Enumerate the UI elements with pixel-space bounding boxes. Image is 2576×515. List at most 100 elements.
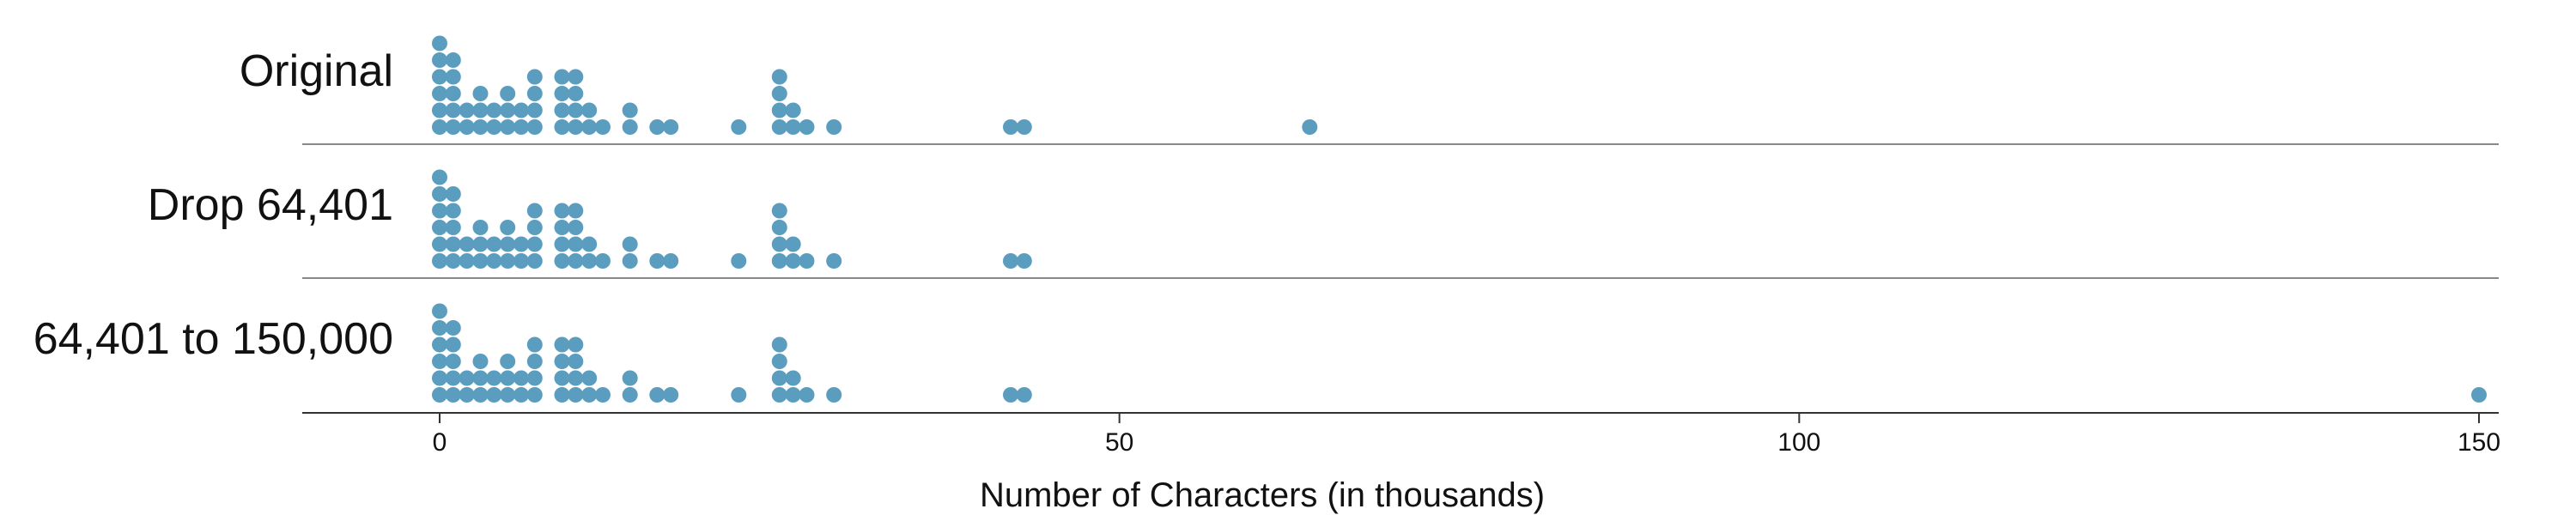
- data-dot: [526, 86, 543, 101]
- row-label: Original: [240, 46, 393, 96]
- data-dot: [785, 236, 801, 252]
- data-dot: [486, 253, 502, 269]
- data-dot: [445, 186, 461, 202]
- row-label: Drop 64,401: [148, 180, 393, 230]
- data-dot: [568, 354, 584, 369]
- data-dot: [554, 253, 570, 269]
- data-dot: [1003, 253, 1018, 269]
- x-tick-label: 100: [1777, 428, 1820, 457]
- data-dot: [432, 387, 447, 403]
- data-dot: [513, 102, 529, 118]
- data-dot: [513, 236, 529, 252]
- data-dot: [568, 253, 584, 269]
- data-dot: [526, 220, 543, 235]
- data-dot: [554, 236, 570, 252]
- data-dot: [432, 354, 447, 369]
- data-dot: [445, 203, 461, 219]
- data-dot: [581, 387, 598, 403]
- data-dot: [500, 102, 516, 118]
- data-dot: [486, 102, 502, 118]
- data-dot: [826, 119, 842, 135]
- data-dot: [799, 119, 815, 135]
- data-dot: [472, 236, 489, 252]
- data-dot: [1016, 253, 1032, 269]
- data-dot: [486, 236, 502, 252]
- data-dot: [649, 119, 665, 135]
- data-dot: [445, 86, 461, 101]
- data-dot: [459, 102, 475, 118]
- data-dot: [459, 119, 475, 135]
- data-dot: [595, 387, 611, 403]
- data-dot: [554, 119, 570, 135]
- data-dot: [472, 119, 489, 135]
- data-dot: [622, 387, 638, 403]
- data-dot: [1016, 119, 1032, 135]
- data-dot: [445, 236, 461, 252]
- data-dot: [785, 387, 801, 403]
- data-dot: [649, 387, 665, 403]
- data-dot: [526, 203, 543, 219]
- data-dot: [486, 370, 502, 386]
- data-dot: [432, 220, 447, 235]
- data-dot: [785, 253, 801, 269]
- data-dot: [771, 370, 787, 386]
- data-dot: [500, 86, 516, 101]
- data-dot: [554, 102, 570, 118]
- data-dot: [526, 387, 543, 403]
- data-dot: [771, 69, 787, 85]
- data-dot: [526, 354, 543, 369]
- data-dot: [526, 119, 543, 135]
- data-dot: [459, 253, 475, 269]
- data-dot: [432, 86, 447, 101]
- data-dot: [1302, 119, 1318, 135]
- data-dot: [595, 253, 611, 269]
- data-dot: [445, 253, 461, 269]
- data-dot: [622, 102, 638, 118]
- data-dot: [554, 69, 570, 85]
- data-dot: [568, 387, 584, 403]
- data-dot: [1003, 119, 1018, 135]
- rows-layer: Original Drop 64,401 64,401 to 150,000: [33, 35, 2499, 414]
- data-dot: [663, 253, 679, 269]
- data-dot: [568, 102, 584, 118]
- data-dot: [785, 119, 801, 135]
- data-dot: [432, 102, 447, 118]
- data-dot: [554, 336, 570, 353]
- data-dot: [554, 387, 570, 403]
- data-dot: [445, 370, 461, 386]
- dot-row: Original: [240, 35, 2499, 145]
- data-dot: [432, 320, 447, 336]
- data-dot: [568, 220, 584, 235]
- x-tick-label: 50: [1105, 428, 1133, 457]
- data-dot: [581, 102, 598, 118]
- data-dot: [459, 236, 475, 252]
- data-dot: [771, 387, 787, 403]
- data-dot: [1016, 387, 1032, 403]
- data-dot: [826, 387, 842, 403]
- data-dot: [432, 186, 447, 202]
- data-dot: [771, 236, 787, 252]
- data-dot: [826, 253, 842, 269]
- data-dot: [554, 203, 570, 219]
- data-dot: [554, 370, 570, 386]
- data-dot: [526, 236, 543, 252]
- data-dot: [581, 236, 598, 252]
- data-dot: [622, 253, 638, 269]
- data-dot: [568, 119, 584, 135]
- data-dot: [731, 119, 747, 135]
- dot-row: Drop 64,401: [148, 169, 2499, 279]
- data-dot: [432, 69, 447, 85]
- x-axis-title: Number of Characters (in thousands): [980, 476, 1545, 514]
- data-dot: [568, 86, 584, 101]
- data-dot: [771, 253, 787, 269]
- data-dot: [432, 236, 447, 252]
- data-dot: [771, 354, 787, 369]
- data-dot: [432, 169, 447, 185]
- data-dot: [731, 253, 747, 269]
- data-dot: [432, 119, 447, 135]
- data-dot: [513, 370, 529, 386]
- data-dot: [445, 102, 461, 118]
- data-dot: [568, 370, 584, 386]
- data-dot: [513, 253, 529, 269]
- data-dot: [472, 370, 489, 386]
